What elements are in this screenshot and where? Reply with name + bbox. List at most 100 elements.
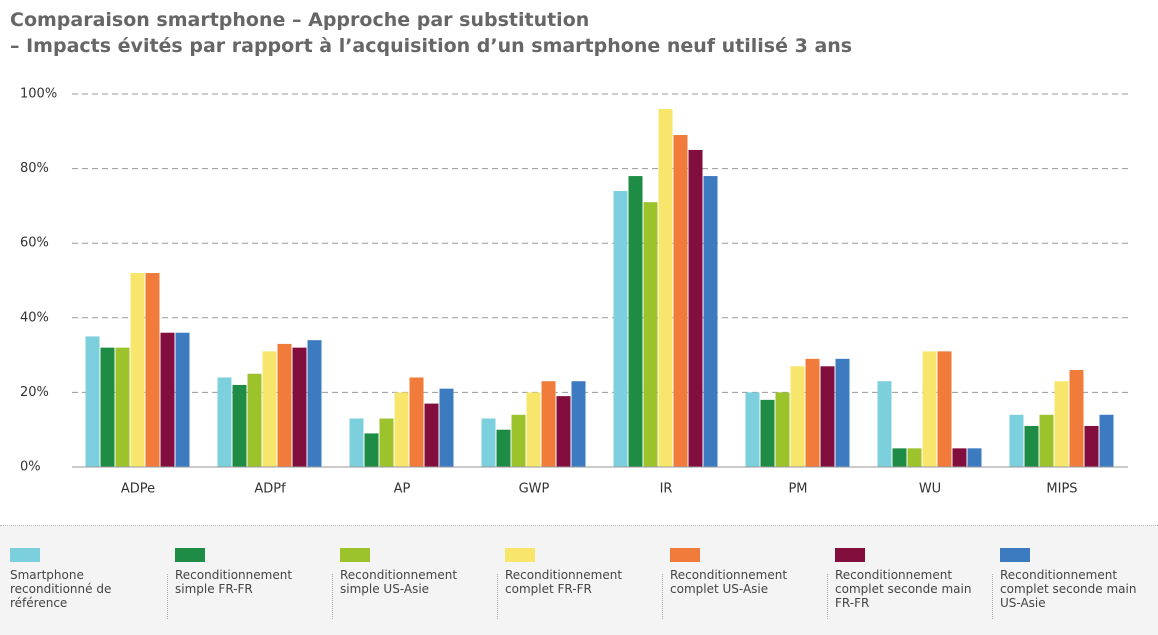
bar — [907, 448, 922, 467]
legend-item: Reconditionnement complet seconde main F… — [835, 548, 985, 628]
legend-item: Reconditionnement complet seconde main U… — [1000, 548, 1150, 628]
bar — [247, 373, 262, 467]
legend-item: Smartphone reconditionné de référence — [10, 548, 160, 628]
bar — [922, 351, 937, 467]
bar — [232, 384, 247, 467]
bar — [775, 392, 790, 467]
bar — [349, 418, 364, 467]
y-tick-label: 20% — [20, 385, 49, 400]
bar — [703, 176, 718, 467]
bar — [130, 273, 145, 467]
legend-label: Reconditionnement complet seconde main F… — [835, 568, 972, 610]
bar — [439, 388, 454, 467]
bar — [1039, 414, 1054, 467]
bar — [115, 347, 130, 467]
x-tick-label: MIPS — [1046, 482, 1077, 497]
y-tick-label: 40% — [20, 310, 49, 325]
bar — [364, 433, 379, 467]
bar — [877, 381, 892, 467]
y-tick-label: 0% — [20, 460, 41, 475]
bar — [658, 108, 673, 468]
bar — [160, 332, 175, 467]
legend-swatch — [835, 548, 865, 562]
bar — [145, 273, 160, 467]
bar — [688, 149, 703, 467]
legend-label: Reconditionnement simple FR-FR — [175, 568, 293, 596]
x-tick-label: PM — [788, 482, 807, 497]
bar — [481, 418, 496, 467]
bar — [760, 399, 775, 467]
bar — [379, 418, 394, 467]
legend-separator — [662, 574, 663, 619]
legend-swatch — [670, 548, 700, 562]
bar — [643, 202, 658, 468]
legend-label: Reconditionnement complet FR-FR — [505, 568, 623, 596]
legend-item: Reconditionnement simple US-Asie — [340, 548, 490, 628]
bar — [394, 392, 409, 467]
bar — [571, 381, 586, 467]
bar — [1009, 414, 1024, 467]
x-tick-label: WU — [919, 482, 941, 497]
bar — [1084, 425, 1099, 467]
bar — [892, 448, 907, 467]
x-tick-label: IR — [660, 482, 673, 497]
bar — [277, 343, 292, 467]
bar — [673, 135, 688, 467]
bar — [100, 347, 115, 467]
bar — [262, 351, 277, 467]
bar — [424, 403, 439, 467]
legend-separator — [167, 574, 168, 619]
x-tick-label: GWP — [519, 482, 550, 497]
bar — [175, 332, 190, 467]
legend-item: Reconditionnement complet FR-FR — [505, 548, 655, 628]
bar — [526, 392, 541, 467]
bar — [1099, 414, 1114, 467]
legend-label: Smartphone reconditionné de référence — [10, 568, 112, 610]
legend-item: Reconditionnement simple FR-FR — [175, 548, 325, 628]
bar — [409, 377, 424, 467]
legend-label: Reconditionnement simple US-Asie — [340, 568, 458, 596]
bar — [952, 448, 967, 467]
bar — [937, 351, 952, 467]
legend-swatch — [505, 548, 535, 562]
bar — [835, 358, 850, 467]
bar — [613, 190, 628, 468]
bar — [541, 381, 556, 467]
bar — [1024, 425, 1039, 467]
y-tick-label: 80% — [20, 161, 49, 176]
bar — [1054, 381, 1069, 467]
bar — [820, 366, 835, 467]
legend-label: Reconditionnement complet seconde main U… — [1000, 568, 1137, 610]
legend: Smartphone reconditionné de référence Rec… — [0, 525, 1158, 635]
legend-swatch — [340, 548, 370, 562]
chart-title: Comparaison smartphone – Approche par su… — [10, 9, 589, 31]
bar — [805, 358, 820, 467]
bar — [292, 347, 307, 467]
legend-separator — [827, 574, 828, 619]
bar — [1069, 370, 1084, 467]
legend-swatch — [175, 548, 205, 562]
chart: Comparaison smartphone – Approche par su… — [10, 9, 1128, 497]
legend-label: Reconditionnement complet US-Asie — [670, 568, 788, 596]
x-tick-label: ADPf — [254, 482, 286, 497]
bar — [217, 377, 232, 467]
bar — [745, 392, 760, 467]
bar — [307, 340, 322, 467]
x-tick-label: ADPe — [121, 482, 155, 497]
bar — [628, 176, 643, 467]
x-tick-label: AP — [394, 482, 411, 497]
legend-separator — [497, 574, 498, 619]
bar — [967, 448, 982, 467]
bar — [496, 429, 511, 467]
bar — [556, 396, 571, 467]
y-tick-label: 60% — [20, 236, 49, 251]
bar — [85, 336, 100, 467]
y-tick-label: 100% — [20, 87, 57, 102]
legend-separator — [992, 574, 993, 619]
legend-swatch — [1000, 548, 1030, 562]
bar — [511, 414, 526, 467]
legend-separator — [332, 574, 333, 619]
legend-item: Reconditionnement complet US-Asie — [670, 548, 820, 628]
legend-swatch — [10, 548, 40, 562]
